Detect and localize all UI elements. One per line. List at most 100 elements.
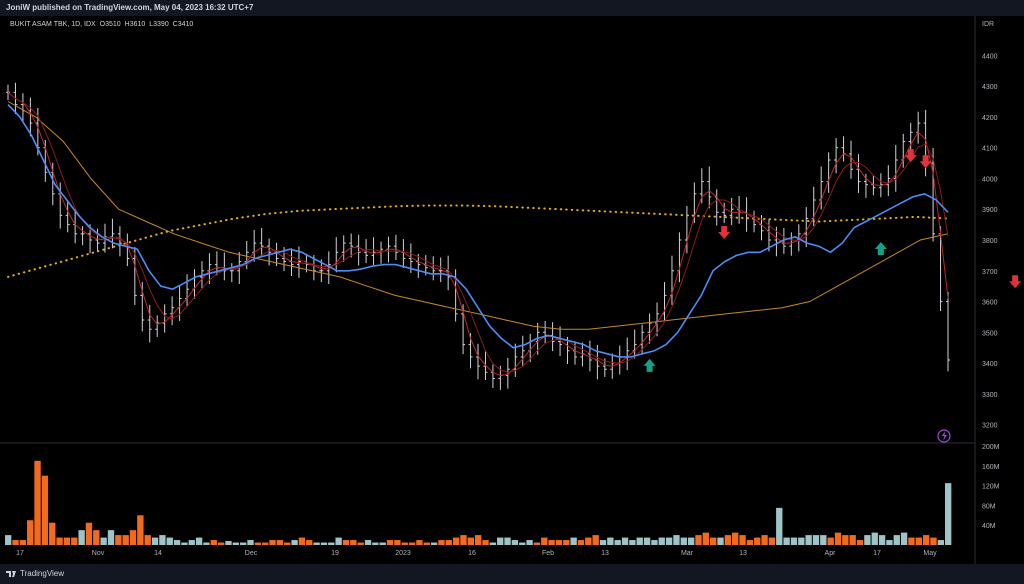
fast-ma-line	[7, 91, 949, 376]
volume-bar	[680, 537, 687, 545]
volume-bar	[401, 542, 408, 545]
close-value: C3410	[172, 21, 194, 28]
volume-bar	[56, 537, 63, 545]
orange-ma-line	[7, 101, 949, 330]
volume-bar	[849, 535, 856, 545]
volume-bar	[49, 522, 56, 545]
volume-bar	[100, 537, 107, 545]
volume-bar	[519, 542, 526, 545]
volume-bar	[423, 542, 430, 545]
volume-bar	[489, 542, 497, 545]
volume-bar	[541, 537, 548, 545]
volume-bar	[651, 540, 658, 545]
x-tick-label: Nov	[92, 550, 105, 557]
volume-bar	[871, 532, 878, 545]
volume-bar	[922, 535, 930, 545]
volume-bar	[159, 535, 166, 545]
volume-bar	[394, 540, 401, 545]
x-tick-label: Feb	[542, 550, 554, 557]
down-arrow-icon	[919, 155, 932, 169]
volume-bar	[533, 542, 541, 545]
volume-bar	[864, 535, 871, 545]
volume-bar	[761, 535, 768, 545]
price-tick-label: 4200	[982, 115, 998, 122]
volume-bar	[306, 540, 313, 545]
dotted-ma-line	[7, 204, 949, 278]
volume-bar	[643, 537, 651, 545]
symbol-name: BUKIT ASAM TBK, 1D, IDX	[10, 21, 96, 28]
x-tick-label: May	[923, 550, 937, 557]
volume-bar	[34, 460, 41, 545]
volume-bar	[702, 532, 709, 545]
volume-bar	[335, 537, 342, 545]
volume-bar	[85, 522, 93, 545]
volume-bar	[739, 535, 746, 545]
price-tick-label: 4000	[982, 176, 998, 183]
volume-bar	[460, 535, 467, 545]
volume-bar	[27, 520, 34, 545]
volume-bar	[695, 535, 702, 545]
volume-bar	[408, 542, 416, 545]
x-tick-label: 13	[739, 550, 747, 557]
volume-bar	[350, 540, 357, 545]
volume-bar	[445, 540, 452, 545]
volume-bar	[71, 537, 78, 545]
price-tick-label: 3600	[982, 300, 998, 307]
volume-bar	[754, 537, 761, 545]
down-arrow-icon	[1009, 275, 1022, 289]
volume-tick-label: 80M	[982, 503, 996, 510]
volume-bar	[357, 542, 364, 545]
volume-bar	[746, 540, 754, 545]
price-tick-label: 3800	[982, 238, 998, 245]
volume-bar	[687, 537, 695, 545]
volume-bar	[511, 540, 519, 545]
volume-bar	[173, 540, 181, 545]
up-arrow-icon	[874, 242, 887, 255]
volume-bar	[452, 537, 460, 545]
volume-bar	[776, 507, 783, 545]
price-tick-label: 4400	[982, 53, 998, 60]
volume-bar	[629, 540, 636, 545]
volume-bar	[783, 537, 790, 545]
volume-bar	[203, 542, 210, 545]
volume-bar	[732, 532, 739, 545]
volume-bar	[262, 542, 269, 545]
volume-bar	[563, 540, 570, 545]
volume-tick-label: 120M	[982, 484, 1000, 491]
price-tick-label: 4100	[982, 146, 998, 153]
volume-bar	[254, 542, 262, 545]
volume-bar	[247, 540, 254, 545]
volume-bar	[475, 535, 482, 545]
volume-bar	[856, 540, 864, 545]
volume-bar	[181, 542, 188, 545]
volume-bar	[438, 540, 445, 545]
volume-bar	[827, 537, 834, 545]
price-tick-label: 3200	[982, 423, 998, 430]
volume-bar	[151, 537, 159, 545]
volume-bar	[548, 540, 555, 545]
x-tick-label: Apr	[825, 550, 837, 557]
volume-bar	[284, 542, 291, 545]
x-tick-label: 17	[16, 550, 24, 557]
volume-bar	[805, 535, 812, 545]
volume-bar	[5, 535, 12, 545]
x-tick-label: Dec	[245, 550, 258, 557]
footer-brand: TradingView	[20, 569, 65, 578]
volume-bar	[504, 537, 511, 545]
footer: TradingView	[0, 564, 1024, 584]
volume-bar	[232, 542, 239, 545]
open-value: O3510	[99, 21, 121, 28]
price-tick-label: 3900	[982, 207, 998, 214]
high-value: H3610	[124, 21, 146, 28]
volume-bar	[115, 535, 122, 545]
volume-bar	[372, 542, 379, 545]
volume-bar	[886, 540, 893, 545]
volume-bar	[915, 537, 922, 545]
price-tick-label: 3500	[982, 330, 998, 337]
volume-bar	[607, 537, 614, 545]
up-arrow-icon	[643, 358, 656, 372]
down-arrow-icon	[718, 226, 731, 239]
volume-bar	[93, 530, 100, 545]
price-tick-label: 4300	[982, 84, 998, 91]
